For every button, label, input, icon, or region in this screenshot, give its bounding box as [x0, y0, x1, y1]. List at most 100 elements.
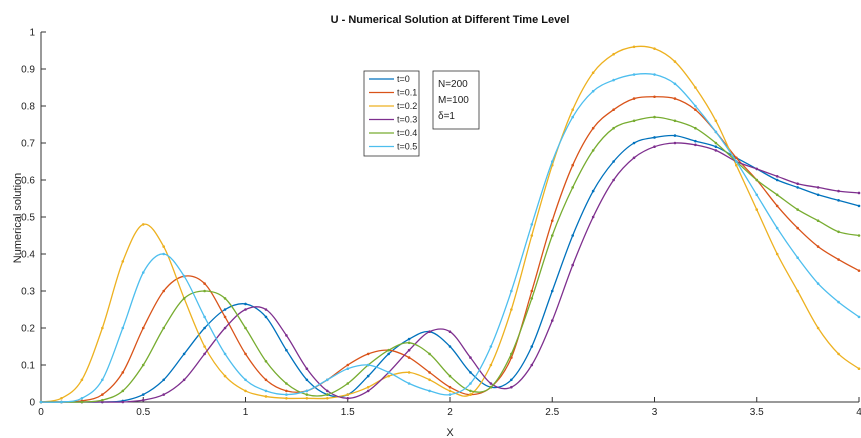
data-point: [530, 223, 534, 226]
data-point: [162, 289, 165, 293]
data-point: [285, 382, 288, 385]
data-point: [775, 226, 779, 230]
data-point: [775, 175, 779, 178]
data-point: [530, 289, 534, 293]
y-tick-label: 0.1: [21, 361, 35, 372]
data-point: [591, 71, 595, 74]
series-t=0.3: [39, 141, 861, 404]
data-point: [469, 371, 472, 374]
y-tick-label: 0: [29, 398, 35, 409]
y-tick-label: 0.7: [21, 139, 35, 150]
data-point: [591, 149, 595, 152]
data-point: [550, 319, 554, 322]
data-point: [60, 400, 63, 404]
x-tick-label: 2: [447, 407, 453, 418]
data-point: [39, 400, 43, 404]
data-point: [264, 308, 268, 311]
data-point: [121, 260, 125, 263]
data-point: [755, 193, 759, 197]
data-point: [223, 352, 227, 356]
data-point: [530, 297, 534, 300]
data-point: [510, 308, 513, 311]
data-point: [101, 400, 104, 404]
data-point: [857, 315, 861, 319]
data-point: [632, 73, 636, 76]
data-point: [346, 393, 350, 396]
data-point: [305, 393, 309, 396]
parameter-annotation: N=200 M=100 δ=1: [432, 70, 480, 130]
data-point: [550, 219, 554, 222]
data-point: [141, 363, 145, 367]
data-point: [80, 400, 84, 404]
data-point: [550, 234, 554, 237]
series-t=0.4: [39, 115, 861, 404]
data-point: [612, 126, 615, 130]
data-point: [653, 73, 656, 76]
data-point: [653, 95, 656, 99]
series-t=0.2: [39, 45, 861, 404]
data-point: [244, 378, 247, 382]
data-point: [694, 126, 697, 130]
data-point: [366, 363, 370, 367]
data-point: [571, 108, 574, 111]
data-point: [203, 326, 206, 330]
series-line: [41, 142, 860, 403]
data-point: [591, 189, 595, 193]
data-point: [162, 252, 165, 256]
data-point: [755, 208, 759, 211]
x-axis-label: X: [446, 427, 454, 438]
data-point: [80, 397, 84, 400]
data-point: [837, 189, 840, 193]
data-point: [694, 104, 697, 108]
data-point: [571, 163, 574, 167]
data-point: [141, 223, 145, 226]
data-point: [571, 115, 574, 119]
data-point: [469, 356, 472, 359]
data-point: [326, 393, 329, 396]
data-point: [387, 374, 390, 378]
y-tick-label: 0.4: [21, 250, 35, 261]
data-point: [612, 78, 615, 82]
data-point: [162, 378, 165, 382]
data-point: [305, 367, 309, 371]
data-point: [632, 119, 636, 123]
data-point: [816, 282, 820, 285]
data-point: [755, 178, 759, 182]
data-point: [448, 374, 452, 378]
data-point: [428, 389, 431, 393]
data-point: [285, 397, 288, 400]
data-point: [448, 389, 452, 393]
data-point: [837, 300, 840, 304]
data-point: [857, 367, 861, 371]
annotation-box: [432, 70, 480, 130]
data-point: [203, 315, 206, 319]
data-point: [346, 382, 350, 385]
data-point: [141, 398, 145, 402]
data-point: [428, 371, 431, 374]
data-point: [673, 141, 677, 145]
legend-label: t=0.2: [397, 101, 417, 111]
data-point: [223, 297, 227, 300]
data-point: [837, 352, 840, 356]
x-axis: 0 0.5 1 1.5 2 2.5 3 3.5 4: [38, 397, 861, 418]
legend-label: t=0.4: [397, 128, 417, 138]
data-point: [305, 378, 309, 382]
data-point: [203, 282, 206, 285]
data-point: [653, 115, 656, 119]
data-point: [775, 193, 779, 197]
x-tick-label: 0: [38, 407, 44, 418]
data-point: [489, 345, 493, 348]
data-point: [223, 315, 227, 319]
data-point: [448, 330, 452, 334]
data-point: [428, 330, 431, 334]
data-point: [591, 215, 595, 219]
data-point: [653, 145, 656, 148]
data-point: [632, 97, 636, 100]
data-point: [694, 143, 697, 147]
x-tick-label: 4: [856, 407, 861, 418]
data-point: [673, 134, 677, 137]
legend-label: t=0: [397, 74, 410, 84]
legend-label: t=0.5: [397, 142, 417, 152]
data-point: [755, 167, 759, 171]
data-point: [550, 289, 554, 293]
